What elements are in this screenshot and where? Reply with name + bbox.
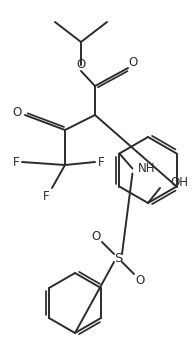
Text: O: O (128, 56, 138, 69)
Text: OH: OH (170, 176, 188, 189)
Text: O: O (12, 105, 22, 118)
Text: O: O (91, 229, 101, 242)
Text: F: F (98, 156, 104, 169)
Text: O: O (76, 58, 86, 71)
Text: F: F (43, 189, 49, 202)
Text: O: O (135, 274, 145, 287)
Text: F: F (13, 156, 19, 169)
Text: S: S (114, 251, 122, 264)
Text: NH: NH (137, 162, 155, 175)
